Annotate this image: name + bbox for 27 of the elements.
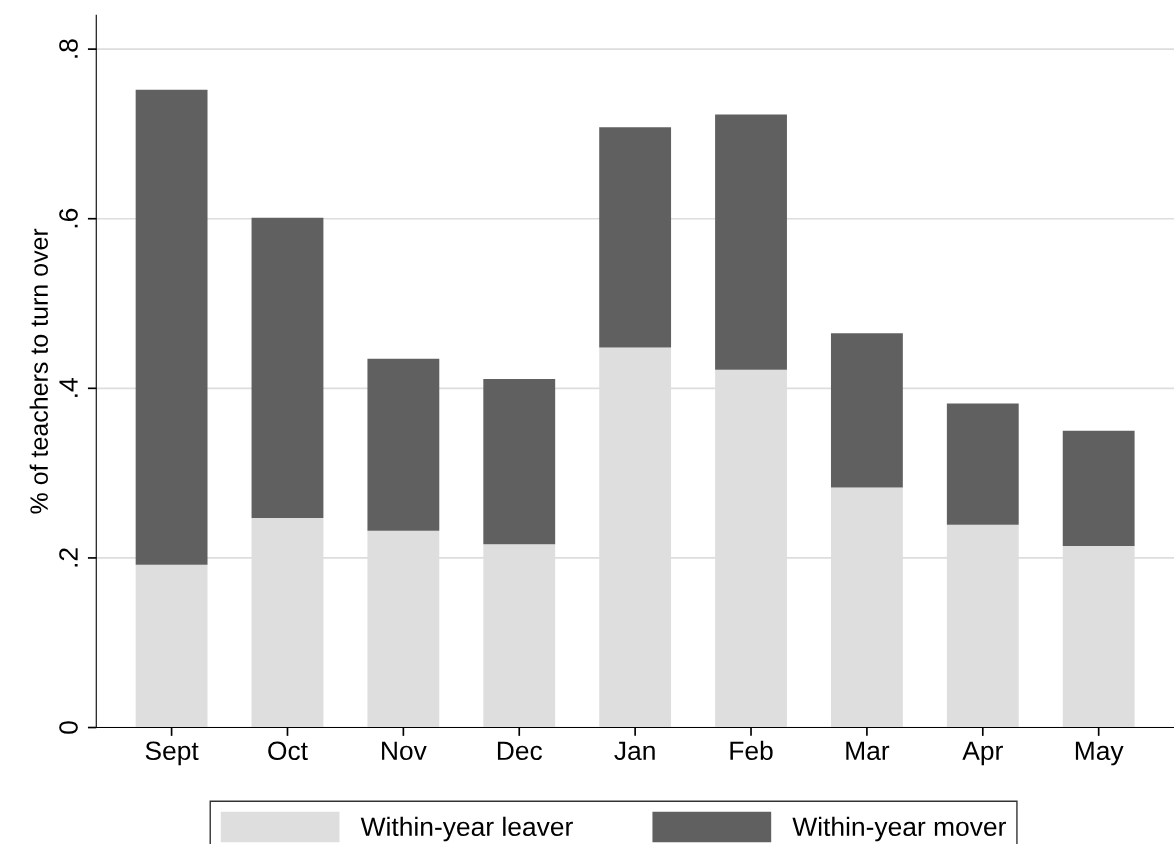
legend-label: Within-year mover [792,816,1006,842]
bar [251,217,324,519]
bar [1062,430,1135,547]
bar [135,564,208,728]
x-tick-label: Jan [614,741,655,761]
bar [946,403,1019,525]
y-tick-label: .6 [59,208,78,228]
bar [599,127,672,348]
y-axis-title: % of teachers to turn over [29,228,48,514]
y-tick-label: .4 [59,378,78,397]
x-tick-label: Mar [846,741,890,761]
x-tick-label: Dec [497,741,543,761]
x-tick-label: May [1075,741,1124,766]
x-tick-label: Sept [145,741,199,766]
bar [367,358,440,531]
bar [830,333,903,488]
y-tick-label: 0 [59,721,78,734]
y-tick-label: .8 [59,39,78,58]
legend-label: Within-year leaver [360,816,573,842]
bar [483,378,556,545]
x-tick-label: Nov [382,741,427,761]
y-tick-label: .2 [59,548,78,567]
x-tick-label: Apr [962,741,1003,766]
x-tick-label: Feb [730,740,773,761]
x-tick-label: Oct [268,741,308,761]
bar [715,114,787,370]
bar [135,89,208,565]
